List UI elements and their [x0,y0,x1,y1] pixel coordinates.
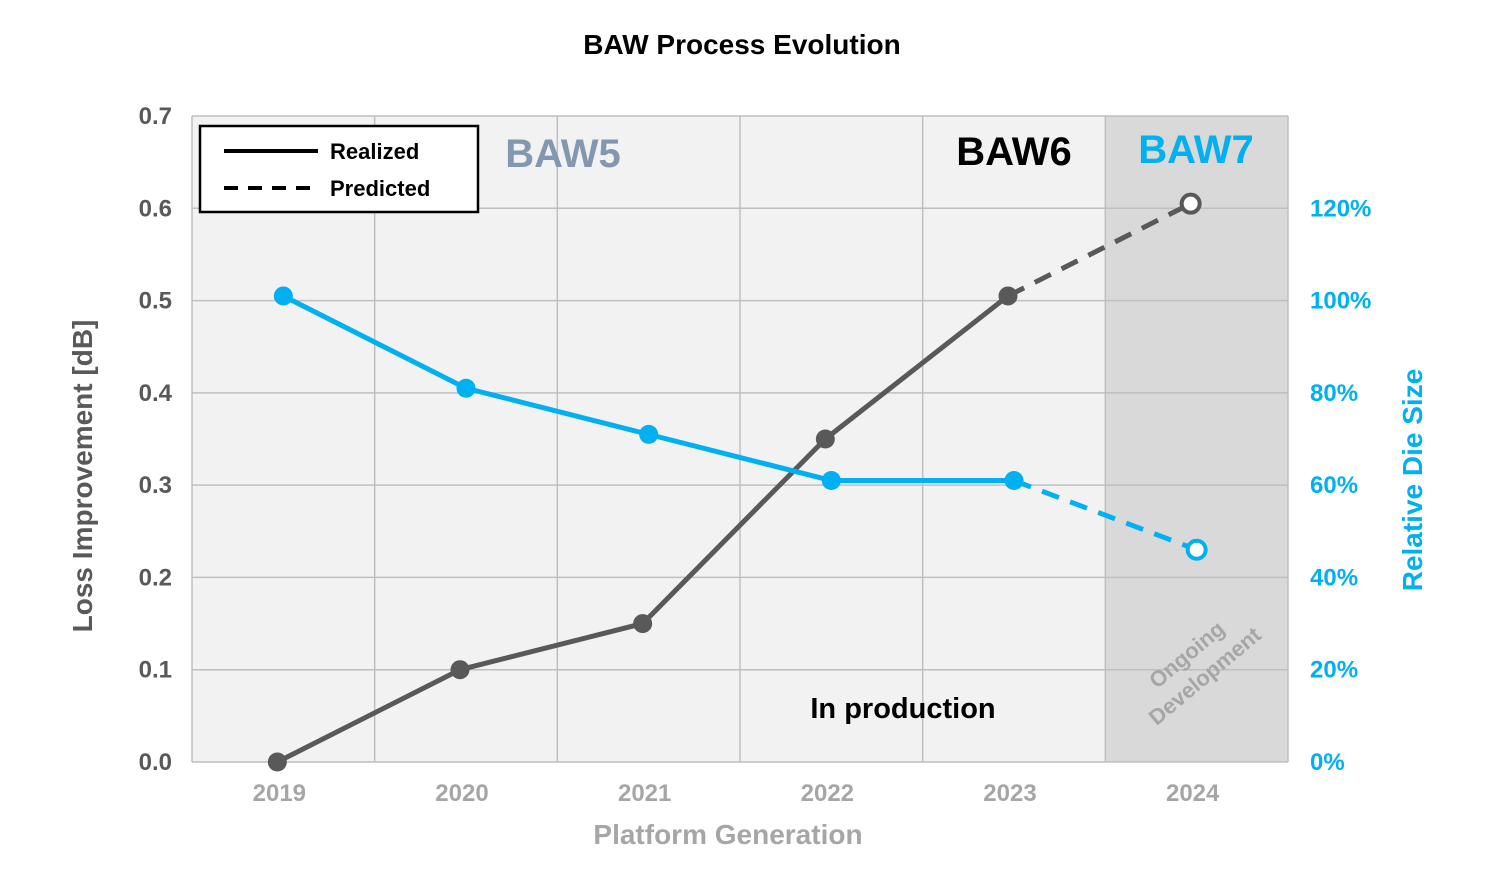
x-axis-ticks: 2019 2020 2021 2022 2023 2024 [253,780,1220,807]
in-production-label: In production [810,693,995,725]
y2-tick-label: 20% [1310,657,1358,684]
series-line-predicted [1013,478,1198,553]
baw7-label: BAW7 [1138,128,1254,172]
y-axis-label: Loss Improvement [dB] [67,320,98,633]
baw6-label: BAW6 [956,130,1072,174]
series-relative-die-size [273,286,1208,561]
y2-tick-label: 40% [1310,564,1358,591]
x-tick-label: 2021 [618,780,671,807]
data-point [998,286,1018,306]
series-line-predicted [1006,201,1192,299]
data-point [821,471,841,491]
y2-tick-label: 100% [1310,288,1371,315]
data-point [1004,471,1024,491]
y2-tick-label: 0% [1310,749,1345,776]
grid-lines [191,115,1289,763]
legend-realized-label: Realized [330,139,419,164]
development-region [1105,116,1288,762]
y2-axis-label: Relative Die Size [1397,369,1428,592]
data-point [1185,538,1208,561]
y-tick-label: 0.2 [139,564,172,591]
y2-tick-label: 80% [1310,380,1358,407]
x-tick-label: 2024 [1166,780,1220,807]
x-tick-label: 2022 [801,780,854,807]
y-tick-label: 0.4 [139,380,173,407]
data-point [267,752,287,772]
legend-box [198,124,480,214]
y-tick-label: 0.7 [139,103,172,130]
legend: Realized Predicted [198,124,480,214]
chart-title: BAW Process Evolution [583,29,900,60]
baw5-label: BAW5 [505,132,621,176]
y-tick-label: 0.3 [139,472,172,499]
left-axis-ticks: 0.0 0.1 0.2 0.3 0.4 0.5 0.6 0.7 [139,103,173,776]
data-point [639,424,659,444]
y-tick-label: 0.5 [139,288,172,315]
legend-predicted-label: Predicted [330,176,430,201]
right-axis-ticks: 0% 20% 40% 60% 80% 100% 120% [1310,195,1371,776]
data-point [1179,192,1202,215]
x-tick-label: 2020 [435,780,488,807]
y2-tick-label: 60% [1310,472,1358,499]
data-point [450,660,470,680]
y-tick-label: 0.1 [139,657,172,684]
x-axis-label: Platform Generation [593,819,862,850]
y2-tick-label: 120% [1310,195,1371,222]
series-loss-improvement [267,192,1202,772]
data-point [633,614,653,634]
data-point [273,286,293,306]
series-layer [267,192,1208,772]
data-point [456,378,476,398]
x-tick-label: 2019 [253,780,306,807]
x-tick-label: 2023 [983,780,1036,807]
y-tick-label: 0.0 [139,749,172,776]
data-point [815,429,835,449]
y-tick-label: 0.6 [139,195,172,222]
